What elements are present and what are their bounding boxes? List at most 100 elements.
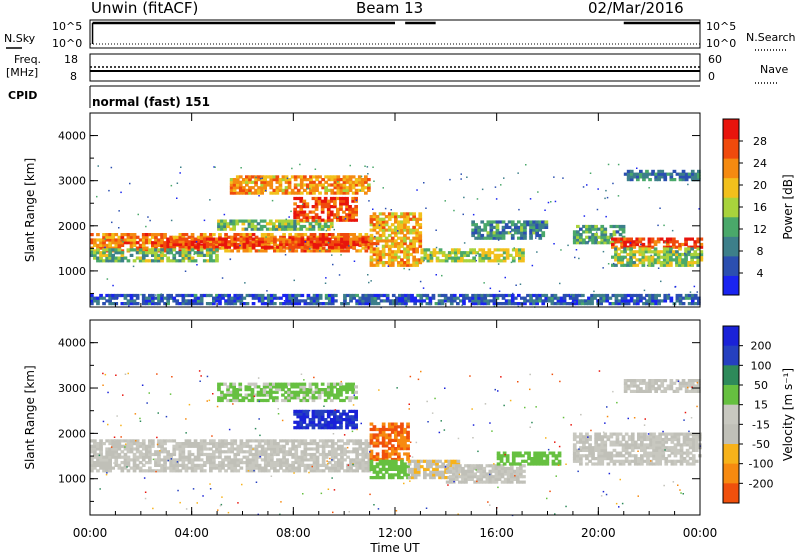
heatmap-cell: [660, 169, 665, 173]
heatmap-cell: [114, 458, 119, 462]
heatmap-cell: [209, 251, 213, 255]
heatmap-cell: [699, 242, 704, 247]
heatmap-cell: [254, 235, 259, 239]
heatmap-cell: [603, 235, 608, 239]
heatmap-cell: [369, 244, 374, 248]
heatmap-cell: [387, 212, 392, 216]
heatmap-cell: [181, 243, 186, 247]
colorbar-swatch: [723, 255, 739, 276]
heatmap-cell: [648, 293, 652, 298]
heatmap-cell: [329, 205, 334, 209]
heatmap-cell: [587, 299, 591, 303]
heatmap-cell: [279, 296, 283, 300]
heatmap-cell: [378, 462, 383, 466]
heatmap-cell: [340, 240, 344, 244]
heatmap-cell: [318, 191, 322, 195]
heatmap-cell: [406, 217, 410, 221]
heatmap-cell: [480, 236, 485, 240]
heatmap-cell: [221, 237, 225, 241]
heatmap-cell: [576, 233, 580, 237]
heatmap-cell: [190, 299, 195, 303]
heatmap-cell: [538, 233, 543, 238]
heatmap-cell: [462, 296, 466, 300]
colorbar-swatch: [723, 138, 739, 159]
heatmap-cell: [273, 444, 277, 448]
heatmap-cell: [330, 444, 335, 448]
heatmap-cell: [334, 452, 338, 457]
heatmap-cell: [645, 175, 649, 179]
heatmap-cell: [349, 242, 353, 247]
power-heatmap: [89, 112, 743, 309]
heatmap-cell: [446, 299, 451, 303]
heatmap-cell: [251, 302, 256, 306]
heatmap-cell: [355, 450, 359, 454]
heatmap-cell: [285, 246, 289, 250]
heatmap-cell: [403, 261, 407, 265]
heatmap-cell: [229, 219, 233, 223]
heatmap-cell: [93, 455, 97, 459]
heatmap-cell: [687, 293, 692, 298]
heatmap-cell: [270, 293, 274, 298]
heatmap-cell: [236, 463, 241, 467]
heatmap-cell: [317, 196, 322, 201]
heatmap-cell: [369, 455, 374, 459]
heatmap-cell: [284, 175, 289, 179]
heatmap-cell: [196, 241, 201, 245]
heatmap-cell: [397, 215, 401, 219]
heatmap-cell: [606, 235, 611, 239]
heatmap-cell: [500, 464, 505, 468]
heatmap-cell: [108, 259, 112, 263]
heatmap-cell: [369, 233, 374, 238]
heatmap-cell: [230, 458, 234, 462]
noise-point: [340, 254, 342, 256]
heatmap-cell: [502, 256, 507, 260]
heatmap-cell: [229, 183, 234, 187]
heatmap-cell: [493, 253, 498, 257]
heatmap-cell: [633, 440, 638, 444]
heatmap-cell: [181, 458, 186, 462]
heatmap-cell: [591, 451, 595, 455]
heatmap-cell: [132, 439, 137, 443]
heatmap-cell: [629, 261, 633, 265]
heatmap-cell: [248, 186, 252, 190]
heatmap-cell: [404, 296, 408, 300]
heatmap-cell: [312, 302, 317, 306]
heatmap-cell: [314, 196, 319, 201]
heatmap-cell: [684, 250, 688, 254]
heatmap-cell: [224, 237, 228, 241]
noise-point: [481, 188, 484, 191]
heatmap-cell: [536, 459, 540, 463]
heatmap-cell: [623, 237, 627, 241]
heatmap-cell: [375, 231, 380, 235]
heatmap-cell: [329, 393, 334, 397]
heatmap-cell: [148, 455, 152, 459]
heatmap-cell: [599, 293, 603, 298]
heatmap-cell: [205, 452, 210, 457]
heatmap-cell: [144, 452, 149, 457]
heatmap-cell: [266, 463, 271, 467]
heatmap-cell: [306, 296, 311, 300]
heatmap-cell: [181, 447, 186, 451]
heatmap-cell: [626, 302, 631, 306]
heatmap-cell: [276, 461, 280, 465]
heatmap-cell: [492, 236, 497, 240]
heatmap-cell: [275, 178, 280, 182]
heatmap-cell: [224, 245, 228, 249]
heatmap-cell: [120, 466, 125, 470]
heatmap-cell: [529, 223, 533, 227]
heatmap-cell: [311, 418, 316, 422]
heatmap-cell: [299, 218, 304, 222]
heatmap-cell: [501, 302, 506, 306]
heatmap-cell: [193, 444, 198, 448]
heatmap-cell: [645, 172, 649, 176]
heatmap-cell: [326, 224, 331, 229]
heatmap-cell: [384, 462, 389, 466]
heatmap-cell: [390, 444, 395, 448]
heatmap-cell: [266, 240, 271, 244]
heatmap-cell: [248, 447, 253, 451]
heatmap-cell: [254, 461, 259, 465]
heatmap-cell: [108, 442, 112, 446]
heatmap-cell: [275, 219, 279, 223]
heatmap-cell: [293, 213, 297, 217]
heatmap-cell: [641, 247, 646, 251]
